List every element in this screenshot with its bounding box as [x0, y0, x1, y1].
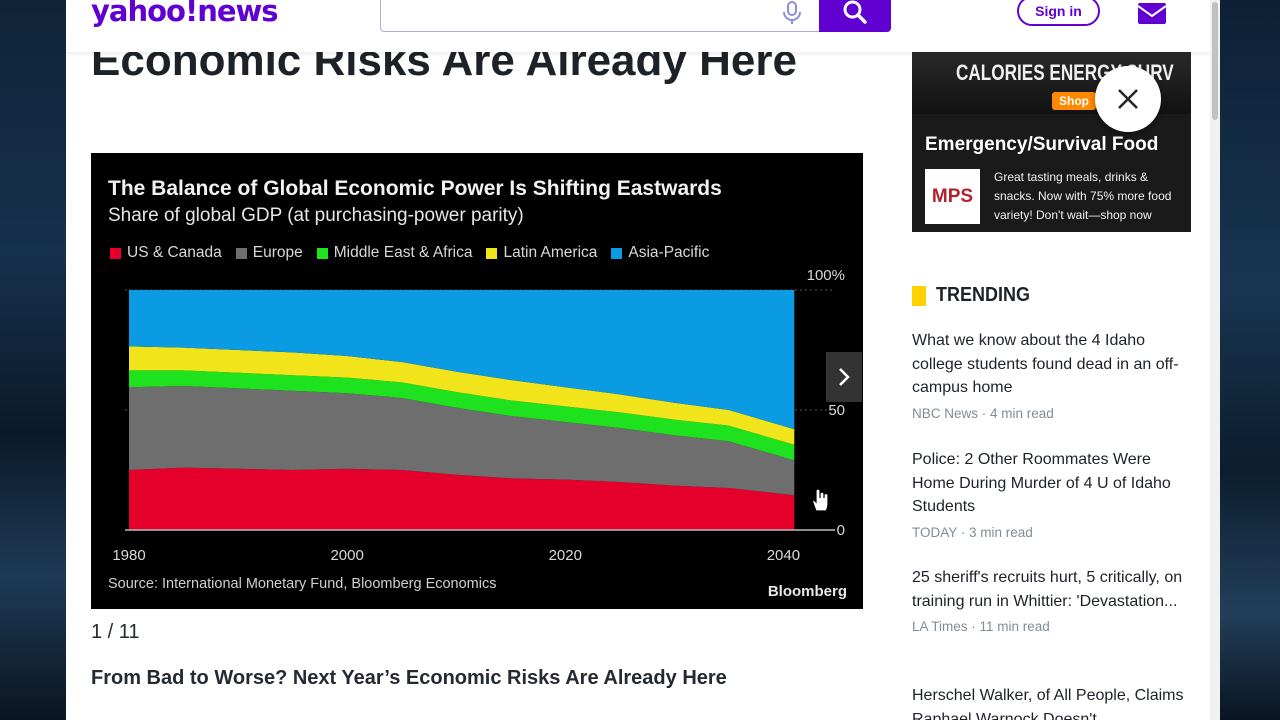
ad-body-text[interactable]: Great tasting meals, drinks & snacks. No…: [994, 170, 1172, 222]
trending-meta: LA Times · 11 min read: [912, 619, 1050, 634]
legend-item: US & Canada: [110, 244, 222, 262]
trending-item[interactable]: Police: 2 Other Roommates Were Home Duri…: [912, 448, 1184, 540]
trending-source: LA Times: [912, 619, 968, 634]
x-tick-label: 2040: [767, 547, 800, 564]
sign-in-button[interactable]: Sign in: [1017, 0, 1100, 26]
trending-meta: TODAY · 3 min read: [912, 524, 1033, 540]
chart-title: The Balance of Global Economic Power Is …: [108, 177, 722, 200]
y-tick-label: 50: [828, 402, 845, 419]
bloomberg-logo: Bloomberg: [767, 583, 847, 600]
chevron-right-icon: [839, 368, 850, 386]
area-series-europe: [129, 386, 795, 496]
trending-header: TRENDING: [912, 284, 1040, 307]
legend-swatch: [611, 247, 623, 259]
legend-swatch: [235, 247, 247, 259]
ad-close-button[interactable]: [1095, 66, 1161, 132]
legend-item: Middle East & Africa: [316, 244, 473, 262]
trending-read-time: 3 min read: [969, 524, 1033, 540]
x-tick-label: 1980: [112, 547, 145, 564]
trending-item[interactable]: What we know about the 4 Idaho college s…: [912, 329, 1184, 421]
x-tick-label: 2000: [330, 547, 363, 564]
area-series-us-canada: [129, 467, 795, 530]
trending-headline[interactable]: What we know about the 4 Idaho college s…: [912, 332, 1179, 396]
microphone-icon[interactable]: [781, 1, 803, 25]
ad-shop-button[interactable]: Shop: [1052, 92, 1096, 110]
hand-cursor-icon: [812, 488, 829, 512]
trending-read-time: 11 min read: [979, 619, 1050, 634]
legend-swatch: [486, 247, 498, 259]
trending-read-time: 4 min read: [990, 405, 1054, 421]
area-chart: 1980 2000 2020 2040 0 50 100%: [112, 267, 845, 564]
trending-meta: NBC News · 4 min read: [912, 405, 1054, 421]
trending-source: NBC News: [912, 405, 979, 421]
y-tick-label: 0: [837, 522, 845, 539]
site-header: yahoo!news Sign in: [66, 0, 1210, 52]
legend-label: Latin America: [503, 244, 598, 261]
slide-counter: 1 / 11: [91, 621, 140, 643]
legend-item: Asia-Pacific: [611, 244, 709, 262]
ad-title[interactable]: Emergency/Survival Food: [925, 134, 1159, 155]
desktop-wallpaper-left: [0, 0, 66, 720]
chart-subtitle: Share of global GDP (at purchasing-power…: [108, 205, 524, 226]
legend-swatch: [316, 247, 328, 259]
search-icon: [843, 0, 867, 24]
legend-label: Europe: [252, 244, 303, 261]
trending-item[interactable]: Herschel Walker, of All People, Claims R…: [912, 684, 1184, 720]
chart-legend: US & Canada Europe Middle East & Africa …: [110, 244, 709, 262]
search-button[interactable]: [819, 0, 891, 32]
trending-headline[interactable]: Police: 2 Other Roommates Were Home Duri…: [912, 451, 1171, 515]
browser-page: yahoo!news Sign in Economic Risks Are Al…: [66, 0, 1210, 720]
desktop-wallpaper-right: [1210, 0, 1280, 720]
mail-icon[interactable]: [1137, 0, 1167, 26]
area-series-middle-east-africa: [129, 370, 795, 461]
trending-source: TODAY: [912, 524, 958, 540]
trending-headline[interactable]: Herschel Walker, of All People, Claims R…: [912, 687, 1184, 720]
close-icon: [1118, 89, 1138, 109]
area-series-latin-america: [129, 346, 795, 445]
trending-accent-bar: [912, 285, 926, 306]
trending-headline[interactable]: 25 sheriff's recruits hurt, 5 critically…: [912, 569, 1183, 610]
legend-label: Middle East & Africa: [333, 244, 473, 261]
yahoo-news-logo[interactable]: yahoo!news: [91, 0, 279, 28]
scrollbar-thumb[interactable]: [1212, 2, 1218, 120]
trending-item[interactable]: 25 sheriff's recruits hurt, 5 critically…: [912, 566, 1184, 634]
legend-item: Latin America: [486, 244, 597, 262]
ad-logo: MPS: [925, 169, 980, 224]
chart-slide[interactable]: The Balance of Global Economic Power Is …: [91, 153, 863, 609]
area-series-asia-pacific: [129, 290, 795, 430]
chart-source: Source: International Monetary Fund, Blo…: [108, 576, 497, 592]
legend-item: Europe: [235, 244, 303, 262]
trending-title: TRENDING: [936, 284, 1031, 306]
legend-label: Asia-Pacific: [628, 244, 710, 261]
slide-caption: From Bad to Worse? Next Year’s Economic …: [91, 667, 727, 689]
legend-swatch: [110, 247, 121, 259]
next-slide-button[interactable]: [826, 352, 862, 402]
search-input[interactable]: [380, 0, 820, 32]
x-tick-label: 2020: [549, 547, 582, 564]
scrollbar-track[interactable]: [1210, 0, 1220, 720]
y-tick-label: 100%: [807, 267, 845, 284]
legend-label: US & Canada: [127, 244, 222, 261]
